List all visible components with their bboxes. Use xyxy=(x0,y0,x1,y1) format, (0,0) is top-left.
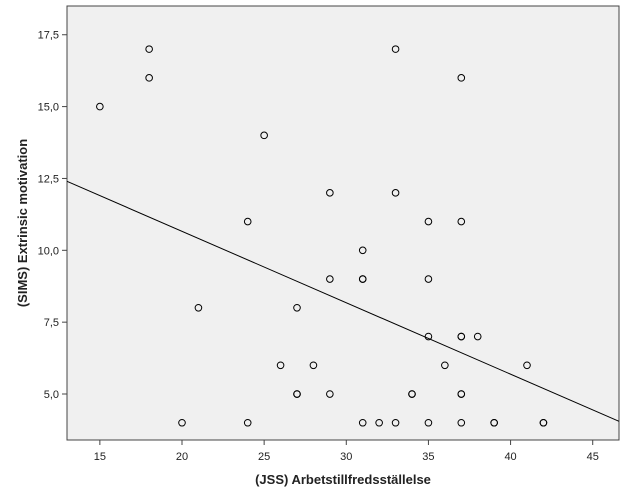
data-point xyxy=(194,303,203,312)
x-tick-label: 45 xyxy=(587,451,599,463)
data-points xyxy=(96,45,548,427)
x-tick-label: 15 xyxy=(94,451,106,463)
data-point xyxy=(457,74,466,82)
y-tick-label: 10,0 xyxy=(38,245,59,257)
data-point xyxy=(358,246,367,255)
data-point xyxy=(424,217,433,226)
x-tick-label: 35 xyxy=(422,451,434,463)
data-point xyxy=(358,275,367,283)
y-tick-label: 5,0 xyxy=(44,389,59,401)
y-tick-label: 17,5 xyxy=(38,30,59,42)
data-point xyxy=(391,418,400,427)
data-point xyxy=(457,418,466,427)
fit-line xyxy=(66,180,620,422)
x-axis-title: (JSS) Arbetstillfredsställelse xyxy=(255,472,431,487)
data-point xyxy=(523,361,531,370)
data-point xyxy=(408,390,416,398)
data-point xyxy=(375,418,383,427)
y-tick-label: 12,5 xyxy=(38,173,59,185)
data-point xyxy=(473,332,482,341)
data-point xyxy=(539,418,548,427)
data-point xyxy=(326,390,334,398)
data-point xyxy=(424,332,433,341)
data-point xyxy=(391,45,400,53)
data-point xyxy=(243,217,252,226)
data-point xyxy=(309,361,318,370)
data-point xyxy=(145,45,153,53)
x-tick-label: 25 xyxy=(258,451,270,463)
data-point xyxy=(276,361,285,370)
data-point xyxy=(326,189,334,197)
data-point xyxy=(391,189,400,197)
x-tick-label: 30 xyxy=(340,451,352,463)
data-point xyxy=(457,390,466,398)
data-point xyxy=(178,418,186,427)
data-point xyxy=(293,390,301,398)
y-tick-label: 7,5 xyxy=(44,317,59,329)
data-point xyxy=(424,275,433,283)
data-point xyxy=(293,303,301,312)
data-point xyxy=(490,418,498,427)
y-axis: 5,0 7,5 10,0 12,5 15,0 17,5 xyxy=(38,30,67,401)
data-point xyxy=(96,102,104,111)
data-point xyxy=(358,418,367,427)
y-axis-title: (SIMS) Extrinsic motivation xyxy=(15,139,30,307)
y-tick-label: 15,0 xyxy=(38,102,59,114)
plot-background xyxy=(66,5,620,441)
x-axis: 15 20 25 30 35 40 45 xyxy=(94,440,599,463)
x-tick-label: 40 xyxy=(504,451,516,463)
data-point xyxy=(260,131,268,140)
x-tick-label: 20 xyxy=(176,451,188,463)
data-point xyxy=(441,361,449,370)
data-point xyxy=(145,74,153,82)
data-point xyxy=(457,217,466,226)
data-point xyxy=(457,332,466,341)
data-point xyxy=(243,418,252,427)
data-point xyxy=(326,275,334,283)
data-point xyxy=(424,418,433,427)
